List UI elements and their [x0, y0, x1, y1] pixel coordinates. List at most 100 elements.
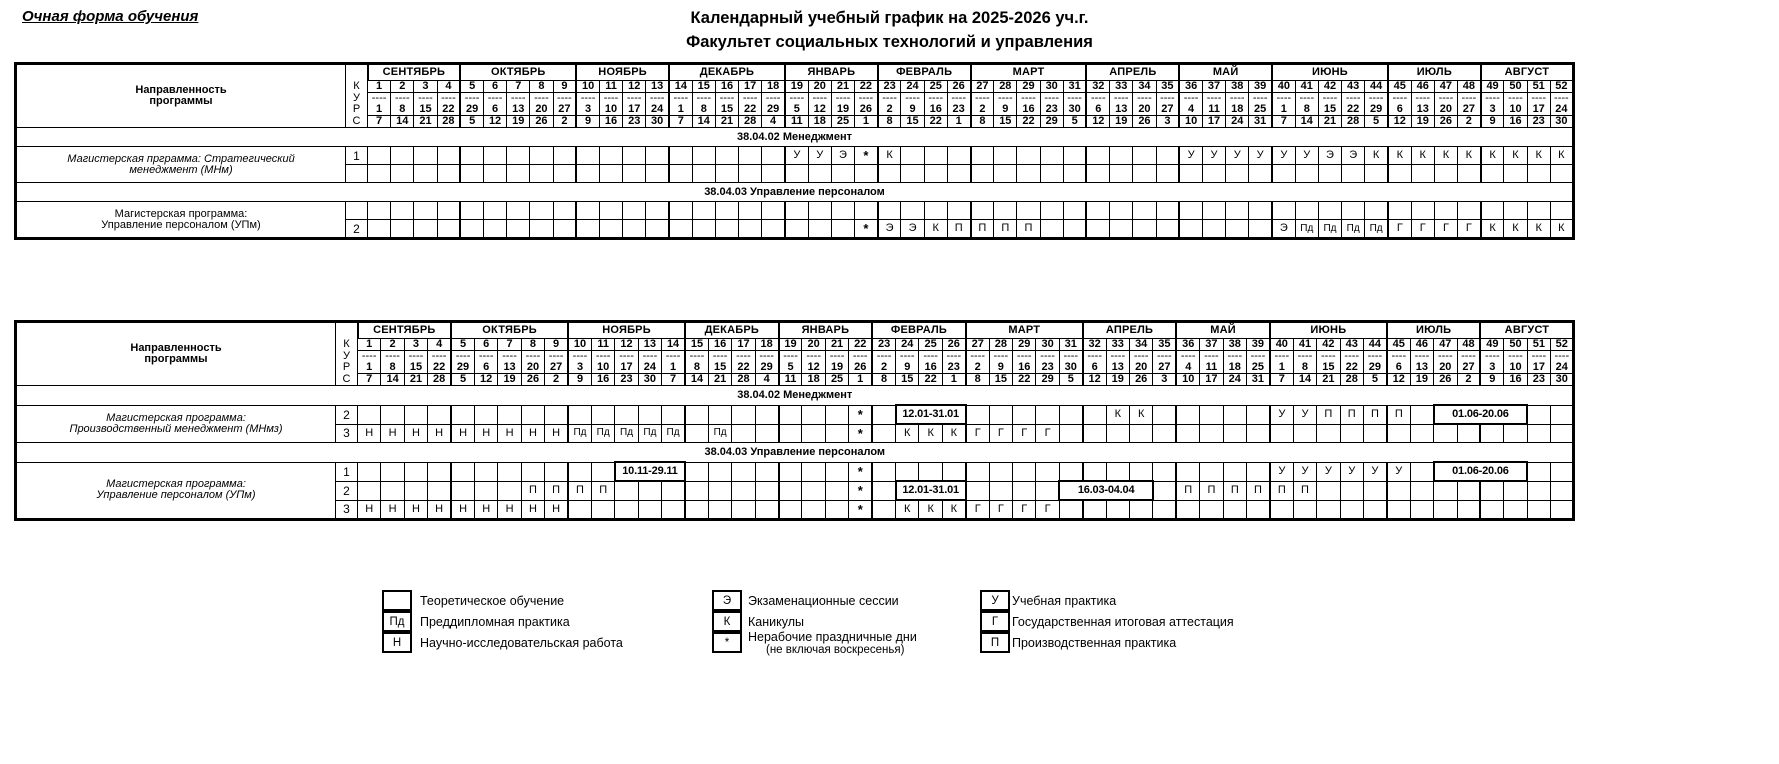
schedule-empty-cell [529, 164, 554, 183]
date-start: 3 [1479, 104, 1505, 116]
schedule-empty-cell [1317, 201, 1343, 220]
date-start: 11 [1199, 362, 1224, 374]
week-dash: ---- [1503, 350, 1528, 362]
date-start: 2 [876, 104, 902, 116]
week-dash: ---- [1270, 92, 1296, 104]
program-name-line-1: Магистерская программа: [106, 411, 246, 424]
week-number-row: К 1 2 3 4 5 6 7 8 9 10 11 12 13 14 15 16 17 18 19 20 21 22 23 24… [16, 338, 1576, 351]
date-start: 16 [923, 104, 948, 116]
schedule-empty-cell [900, 164, 925, 183]
schedule-empty-cell [1058, 499, 1084, 520]
date-start: 4 [1175, 362, 1201, 374]
schedule-empty-cell [1385, 480, 1411, 501]
schedule-mark-cell: Н [356, 499, 382, 520]
schedule-empty-cell [390, 201, 415, 220]
week-number: 28 [993, 80, 1018, 93]
schedule-empty-cell [1016, 146, 1041, 165]
schedule-empty-cell [459, 164, 484, 183]
week-number: 18 [754, 338, 780, 351]
schedule-mark-cell: К [1433, 146, 1459, 165]
week-number: 38 [1222, 338, 1247, 351]
schedule-empty-cell [497, 480, 522, 501]
schedule-empty-cell [1457, 201, 1482, 220]
date-end: 3 [1155, 115, 1181, 128]
week-dash: ---- [1222, 350, 1247, 362]
date-start: 22 [436, 104, 462, 116]
date-end: 23 [622, 115, 647, 128]
schedule-empty-cell [964, 480, 990, 501]
schedule-empty-cell [1062, 164, 1088, 183]
date-start: 27 [544, 362, 570, 374]
week-number-row: К 1 2 3 4 5 6 7 8 9 10 11 12 13 14 15 16 17 18 19 20 21 22 23 24… [16, 80, 1575, 93]
schedule-mark-cell: П [946, 219, 972, 239]
title-line-1: Календарный учебный график на 2025-2026 … [690, 9, 1089, 27]
date-end: 22 [918, 373, 943, 386]
schedule-empty-cell [1526, 461, 1552, 482]
program-name-line-1: Магистерская прграмма: Стратегический [67, 152, 295, 165]
schedule-mark-cell: У [1292, 404, 1318, 425]
schedule-empty-cell [667, 201, 693, 220]
schedule-empty-cell [691, 219, 716, 239]
schedule-empty-cell [830, 201, 856, 220]
schedule-mark-cell: У [1178, 146, 1203, 165]
date-end: 26 [1132, 115, 1157, 128]
schedule-mark-cell: К [1386, 146, 1412, 165]
schedule-mark-cell: П [1222, 480, 1247, 501]
date-start: 22 [731, 362, 756, 374]
schedule-mark-cell: Э [900, 219, 925, 239]
week-number: 48 [1457, 80, 1482, 93]
schedule-mark-cell: П [1199, 480, 1224, 501]
week-number: 33 [1105, 338, 1131, 351]
schedule-empty-cell [691, 201, 716, 220]
schedule-empty-cell [876, 164, 902, 183]
schedule-empty-cell [614, 404, 639, 425]
week-dash: ---- [1317, 92, 1343, 104]
schedule-empty-cell [1270, 201, 1296, 220]
date-end: 16 [1503, 115, 1528, 128]
date-start: 15 [707, 362, 733, 374]
schedule-empty-cell [1152, 499, 1178, 520]
date-end: 7 [661, 373, 687, 386]
kurs-letter-s: С [335, 373, 358, 386]
week-dash: ---- [1012, 350, 1037, 362]
schedule-empty-cell [637, 404, 663, 425]
schedule-empty-cell [520, 461, 546, 482]
schedule-empty-cell [575, 201, 600, 220]
schedule-empty-cell [482, 201, 508, 220]
date-end: 8 [964, 373, 990, 386]
week-dash: ---- [390, 92, 415, 104]
week-number: 46 [1410, 80, 1435, 93]
schedule-empty-cell [1479, 423, 1505, 443]
week-number: 52 [1549, 80, 1575, 93]
date-start: 9 [900, 104, 925, 116]
schedule-mark-cell: Пд [567, 423, 592, 443]
schedule-empty-cell [1550, 499, 1576, 520]
schedule-empty-cell [575, 219, 600, 239]
week-number: 9 [552, 80, 578, 93]
schedule-empty-cell [1339, 499, 1364, 520]
date-end: 21 [413, 115, 438, 128]
week-number: 41 [1292, 338, 1318, 351]
schedule-empty-cell [567, 404, 592, 425]
week-number: 15 [691, 80, 716, 93]
schedule-mark-cell: У [1201, 146, 1227, 165]
week-number: 47 [1433, 338, 1458, 351]
date-start: 24 [1550, 362, 1576, 374]
date-end: 4 [754, 373, 780, 386]
week-number: 43 [1341, 80, 1366, 93]
schedule-empty-cell [413, 201, 438, 220]
schedule-empty-cell [783, 201, 809, 220]
schedule-empty-cell [731, 423, 756, 443]
date-end: 19 [497, 373, 522, 386]
schedule-mark-cell: Э [876, 219, 902, 239]
schedule-empty-cell [1339, 480, 1364, 501]
week-number: 26 [946, 80, 972, 93]
schedule-empty-cell [1058, 461, 1084, 482]
date-start: 11 [1201, 104, 1227, 116]
date-range-box: 01.06-20.06 [1432, 461, 1529, 482]
schedule-empty-cell [366, 201, 392, 220]
week-number: 14 [661, 338, 687, 351]
month-header: АПРЕЛЬ [1085, 63, 1181, 81]
legend-label: Теоретическое обучение [420, 593, 565, 608]
schedule-mark-cell: Пд [707, 423, 733, 443]
